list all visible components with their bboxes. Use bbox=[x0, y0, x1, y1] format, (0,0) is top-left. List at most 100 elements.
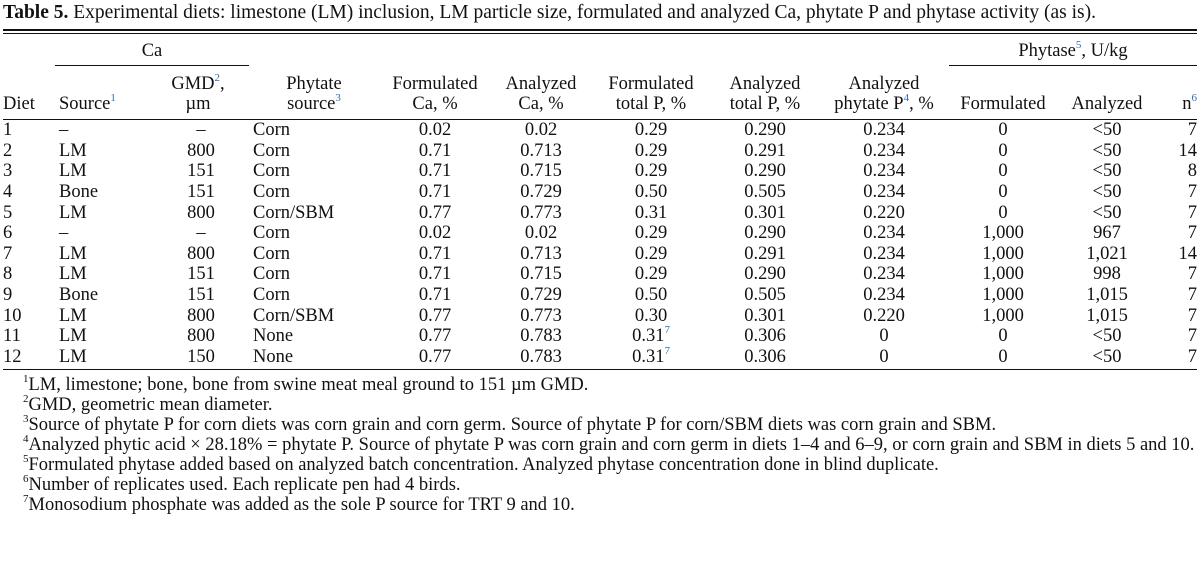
cell-analyzed-ca: 0.783 bbox=[520, 346, 562, 367]
cell-phytase-formulated: 0 bbox=[998, 140, 1008, 161]
cell-n: 8 bbox=[1187, 161, 1197, 182]
cell-phytate-source: Corn bbox=[253, 223, 290, 244]
cell-source: LM bbox=[59, 305, 87, 326]
cell-analyzed-p: 0.290 bbox=[744, 161, 786, 182]
cell-analyzed-p: 0.290 bbox=[744, 120, 786, 141]
cell-phytase-formulated: 0 bbox=[998, 182, 1008, 203]
footnote: 1LM, limestone; bone, bone from swine me… bbox=[3, 373, 1197, 396]
cell-phytate-source: Corn/SBM bbox=[253, 305, 335, 326]
cell-analyzed-ca: 0.02 bbox=[524, 120, 558, 141]
cell-phytase-formulated: 1,000 bbox=[982, 285, 1024, 306]
cell-analyzed-ca: 0.783 bbox=[520, 326, 562, 347]
cell-diet: 11 bbox=[3, 326, 21, 347]
cell-gmd: 151 bbox=[187, 264, 215, 285]
cell-source: LM bbox=[59, 346, 87, 367]
table-row: 10 LM 800 Corn/SBM 0.77 0.773 0.30 0.301 0.220 1,… bbox=[3, 305, 1197, 326]
cell-phytase-analyzed: 1,015 bbox=[1086, 285, 1128, 306]
cell-formulated-ca: 0.71 bbox=[418, 182, 452, 203]
cell-source: Bone bbox=[59, 285, 99, 306]
cell-analyzed-phytate: 0.234 bbox=[863, 264, 905, 285]
cell-phytate-source: Corn bbox=[253, 140, 290, 161]
col-n: n6 bbox=[1182, 91, 1197, 114]
cell-diet: 9 bbox=[3, 285, 13, 306]
cell-analyzed-ca: 0.713 bbox=[520, 140, 562, 161]
cell-source: LM bbox=[59, 264, 87, 285]
cell-formulated-ca: 0.77 bbox=[418, 305, 452, 326]
header-column-row: Diet Source1 GMD2, µm Phytate source3 Form… bbox=[3, 66, 1197, 120]
footnote-text: Monosodium phosphate was added as the so… bbox=[28, 495, 575, 516]
cell-diet: 12 bbox=[3, 346, 22, 367]
col-source: Source1 bbox=[59, 91, 116, 114]
cell-formulated-ca: 0.71 bbox=[418, 264, 452, 285]
cell-formulated-p: 0.50 bbox=[634, 285, 668, 306]
footnote: 6Number of replicates used. Each replica… bbox=[3, 473, 1197, 495]
cell-diet: 8 bbox=[3, 264, 13, 285]
cell-source: LM bbox=[59, 202, 87, 223]
cell-formulated-p: 0.29 bbox=[634, 223, 668, 244]
cell-diet: 1 bbox=[3, 120, 13, 141]
cell-source: LM bbox=[59, 140, 87, 161]
cell-analyzed-p: 0.505 bbox=[744, 285, 786, 306]
footnote-text: LM, limestone; bone, bone from swine mea… bbox=[28, 375, 589, 396]
table-label: Table 5. bbox=[3, 2, 69, 23]
cell-n: 7 bbox=[1187, 305, 1197, 326]
footnote: 5Formulated phytase added based on analy… bbox=[3, 452, 1197, 475]
cell-analyzed-ca: 0.729 bbox=[520, 182, 562, 203]
cell-analyzed-ca: 0.02 bbox=[524, 223, 558, 244]
cell-gmd: 800 bbox=[187, 202, 215, 223]
cell-diet: 10 bbox=[3, 305, 22, 326]
cell-source: LM bbox=[59, 326, 87, 347]
table-row: 4 Bone 151 Corn 0.71 0.729 0.50 0.505 0.234 0 <50 7 bbox=[3, 182, 1197, 203]
cell-analyzed-p: 0.301 bbox=[744, 305, 786, 326]
cell-phytate-source: Corn/SBM bbox=[253, 202, 335, 223]
cell-analyzed-ca: 0.773 bbox=[520, 202, 562, 223]
cell-analyzed-phytate: 0.220 bbox=[863, 305, 905, 326]
cell-analyzed-p: 0.290 bbox=[744, 264, 786, 285]
cell-phytate-source: Corn bbox=[253, 264, 290, 285]
bottom-rule bbox=[3, 369, 1197, 371]
cell-n: 7 bbox=[1187, 285, 1197, 306]
cell-formulated-p: 0.29 bbox=[634, 161, 668, 182]
table-row: 1 – – Corn 0.02 0.02 0.29 0.290 0.234 0 <50 7 bbox=[3, 120, 1197, 141]
footnote-ref: 7 bbox=[664, 344, 670, 357]
cell-diet: 5 bbox=[3, 202, 13, 223]
cell-gmd: – bbox=[196, 120, 206, 141]
cell-formulated-p: 0.50 bbox=[634, 182, 668, 203]
table-row: 8 LM 151 Corn 0.71 0.715 0.29 0.290 0.234 1,000 99… bbox=[3, 264, 1197, 285]
cell-diet: 2 bbox=[3, 140, 13, 161]
cell-formulated-ca: 0.71 bbox=[418, 243, 452, 264]
cell-n: 7 bbox=[1187, 120, 1197, 141]
cell-analyzed-p: 0.306 bbox=[744, 346, 786, 367]
footnote-mark: 3 bbox=[23, 412, 29, 425]
cell-formulated-ca: 0.71 bbox=[418, 140, 452, 161]
cell-phytase-formulated: 0 bbox=[998, 202, 1008, 223]
cell-source: LM bbox=[59, 161, 87, 182]
cell-phytase-formulated: 1,000 bbox=[982, 243, 1024, 264]
cell-phytate-source: Corn bbox=[253, 243, 290, 264]
cell-formulated-p: 0.29 bbox=[634, 243, 668, 264]
cell-formulated-p: 0.317 bbox=[632, 344, 670, 367]
cell-formulated-p: 0.30 bbox=[634, 305, 668, 326]
footnote-mark: 5 bbox=[23, 452, 29, 465]
table-row: 2 LM 800 Corn 0.71 0.713 0.29 0.291 0.234 0 <50 14 bbox=[3, 141, 1197, 162]
cell-phytase-analyzed: <50 bbox=[1092, 346, 1122, 367]
cell-phytase-analyzed: <50 bbox=[1092, 326, 1122, 347]
cell-analyzed-ca: 0.715 bbox=[520, 161, 562, 182]
cell-phytase-analyzed: <50 bbox=[1092, 202, 1122, 223]
col-phytate-source: Phytate source3 bbox=[286, 74, 342, 114]
cell-phytase-formulated: 1,000 bbox=[982, 223, 1024, 244]
cell-gmd: 150 bbox=[187, 346, 215, 367]
cell-formulated-ca: 0.77 bbox=[418, 202, 452, 223]
top-rule bbox=[3, 29, 1197, 31]
ca-group-header: Ca bbox=[55, 34, 249, 66]
col-gmd: GMD2, µm bbox=[171, 71, 225, 114]
cell-n: 7 bbox=[1187, 346, 1197, 367]
cell-phytase-formulated: 0 bbox=[998, 161, 1008, 182]
table-row: 12 LM 150 None 0.77 0.783 0.317 0.306 0 0 <50 7 bbox=[3, 344, 1197, 368]
cell-n: 7 bbox=[1187, 223, 1197, 244]
table-row: 9 Bone 151 Corn 0.71 0.729 0.50 0.505 0.234 1,000… bbox=[3, 285, 1197, 306]
table-row: 7 LM 800 Corn 0.71 0.713 0.29 0.291 0.234 1,000 1,… bbox=[3, 244, 1197, 265]
cell-formulated-ca: 0.71 bbox=[418, 285, 452, 306]
cell-n: 7 bbox=[1187, 202, 1197, 223]
footnote-text: GMD, geometric mean diameter. bbox=[28, 395, 273, 416]
